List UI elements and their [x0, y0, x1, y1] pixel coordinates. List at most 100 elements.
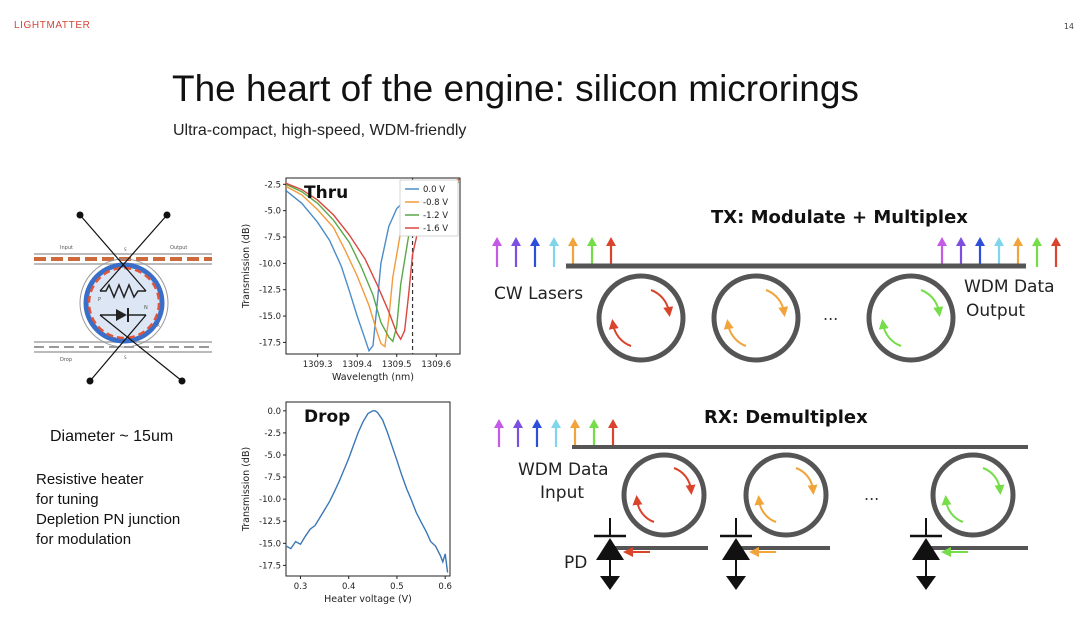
tx-ellipsis: ...: [823, 305, 838, 324]
drop-plot-frame: [285, 401, 451, 577]
wavelength-arrow-icon: [549, 237, 559, 246]
wdm-input-label-1: WDM Data: [518, 460, 609, 480]
wavelength-arrow-icon: [494, 419, 504, 428]
wavelength-arrow-icon: [532, 419, 542, 428]
note-line: Resistive heater: [36, 471, 144, 488]
device-notes: Resistive heater for tuning Depletion PN…: [36, 470, 180, 550]
photodiode-2-icon: [720, 518, 776, 590]
drop-y-tick-label: -12.5: [259, 517, 281, 527]
microring-device-schematic: Input Output Drop S S P N R: [34, 211, 212, 385]
note-line: for modulation: [36, 531, 132, 548]
wavelength-arrow-icon: [511, 237, 521, 246]
slide-number: 14: [1063, 22, 1074, 31]
thru-x-tick-label: 1309.6: [421, 360, 451, 370]
wdm-output-label-1: WDM Data: [964, 277, 1055, 297]
output-port-label: Output: [170, 245, 187, 251]
thru-legend-label: -1.6 V: [423, 224, 448, 234]
thru-x-tick-label: 1309.3: [303, 360, 333, 370]
drop-y-tick-label: 0.0: [267, 407, 281, 417]
wavelength-arrow-icon: [994, 237, 1004, 246]
wavelength-arrow-icon: [1032, 237, 1042, 246]
rx-ellipsis: ...: [864, 485, 879, 504]
drop-series-line: [286, 410, 449, 573]
thru-transmission-chart: 1309.3 1309.4 1309.5 1309.6 -2.5 -5.0 -7.5 -10.…: [241, 177, 461, 383]
drop-x-tick-label: 0.6: [438, 582, 452, 592]
rx-demultiplex-diagram: RX: Demultiplex WDM Data Input ...: [494, 407, 1028, 590]
photodiode-1-icon: [594, 518, 650, 590]
thru-legend-label: -0.8 V: [423, 198, 448, 208]
p-region-label: P: [98, 297, 101, 303]
thru-y-tick-label: -10.0: [259, 259, 281, 269]
wavelength-arrow-icon: [975, 237, 985, 246]
wavelength-arrow-icon: [1013, 237, 1023, 246]
microring-shape: [83, 262, 165, 344]
n-region-label: N: [144, 305, 148, 311]
drop-transmission-chart: 0.3 0.4 0.5 0.6 0.0 -2.5 -5.0 -7.5 -10.0 -12.5 -15…: [241, 401, 452, 605]
wavelength-arrow-icon: [551, 419, 561, 428]
drop-y-tick-label: -15.0: [259, 539, 281, 549]
tx-ring-1: [596, 273, 686, 363]
drop-x-tick-label: 0.5: [390, 582, 404, 592]
wavelength-arrow-icon: [568, 237, 578, 246]
wavelength-arrow-icon: [513, 419, 523, 428]
thru-y-tick-label: -15.0: [259, 312, 281, 322]
add-port-label: S: [124, 355, 127, 360]
drop-x-tick-label: 0.4: [342, 582, 356, 592]
thru-x-tick-label: 1309.5: [382, 360, 412, 370]
input-port-label: Input: [60, 245, 73, 251]
drop-port-label: Drop: [60, 357, 72, 363]
thru-y-tick-label: -17.5: [259, 338, 281, 348]
wavelength-arrow-icon: [587, 237, 597, 246]
company-logo: LIGHTMATTER: [14, 20, 91, 31]
rx-ring-1: [621, 452, 707, 538]
thru-legend-box: [399, 179, 459, 237]
tx-title: TX: Modulate + Multiplex: [711, 207, 968, 228]
cw-lasers-label: CW Lasers: [494, 284, 583, 304]
tx-ring-2: [711, 273, 801, 363]
wdm-output-label-2: Output: [966, 301, 1025, 321]
diameter-label: Diameter ~ 15um: [50, 428, 174, 445]
wdm-input-label-2: Input: [540, 483, 584, 503]
drop-x-axis-label: Heater voltage (V): [324, 594, 412, 605]
tx-input-wavelength-arrows: [492, 237, 616, 267]
thru-x-tick-label: 1309.4: [342, 360, 372, 370]
tx-ring-3: [866, 273, 956, 363]
drop-y-axis-label: Transmission (dB): [241, 447, 252, 532]
thru-y-tick-label: -5.0: [264, 207, 281, 217]
rx-input-wavelength-arrows: [494, 419, 618, 447]
slide-title: The heart of the engine: silicon microri…: [172, 68, 859, 109]
wavelength-arrow-icon: [606, 237, 616, 246]
wavelength-arrow-icon: [937, 237, 947, 246]
note-line: for tuning: [36, 491, 99, 508]
rx-title: RX: Demultiplex: [704, 407, 868, 428]
drop-y-tick-label: -7.5: [264, 473, 281, 483]
slide-subtitle: Ultra-compact, high-speed, WDM-friendly: [173, 122, 467, 139]
wavelength-arrow-icon: [1051, 237, 1061, 246]
note-line: Depletion PN junction: [36, 511, 181, 528]
rx-ring-3: [930, 452, 1016, 538]
drop-y-tick-label: -5.0: [264, 451, 281, 461]
resistor-icon: [100, 283, 146, 299]
thru-y-tick-label: -7.5: [264, 233, 281, 243]
rx-ring-2: [743, 452, 829, 538]
tx-modulate-multiplex-diagram: TX: Modulate + Multiplex CW Lasers WDM D…: [492, 207, 1061, 363]
wavelength-arrow-icon: [570, 419, 580, 428]
wavelength-arrow-icon: [530, 237, 540, 246]
wavelength-arrow-icon: [608, 419, 618, 428]
drop-y-tick-label: -17.5: [259, 561, 281, 571]
sub-label: R: [157, 323, 160, 328]
thru-y-tick-label: -12.5: [259, 286, 281, 296]
wavelength-arrow-icon: [589, 419, 599, 428]
diode-icon: [116, 309, 127, 321]
wavelength-arrow-icon: [956, 237, 966, 246]
through-port-label: S: [124, 247, 127, 252]
photodiode-3-icon: [910, 518, 968, 590]
thru-chart-title: Thru: [304, 183, 348, 203]
drop-chart-title: Drop: [304, 407, 350, 427]
tx-output-wavelength-arrows: [937, 237, 1061, 267]
drop-x-tick-label: 0.3: [294, 582, 308, 592]
thru-legend-label: 0.0 V: [423, 185, 445, 195]
drop-y-tick-label: -2.5: [264, 429, 281, 439]
thru-x-axis-label: Wavelength (nm): [332, 372, 414, 383]
pd-label: PD: [564, 553, 587, 573]
